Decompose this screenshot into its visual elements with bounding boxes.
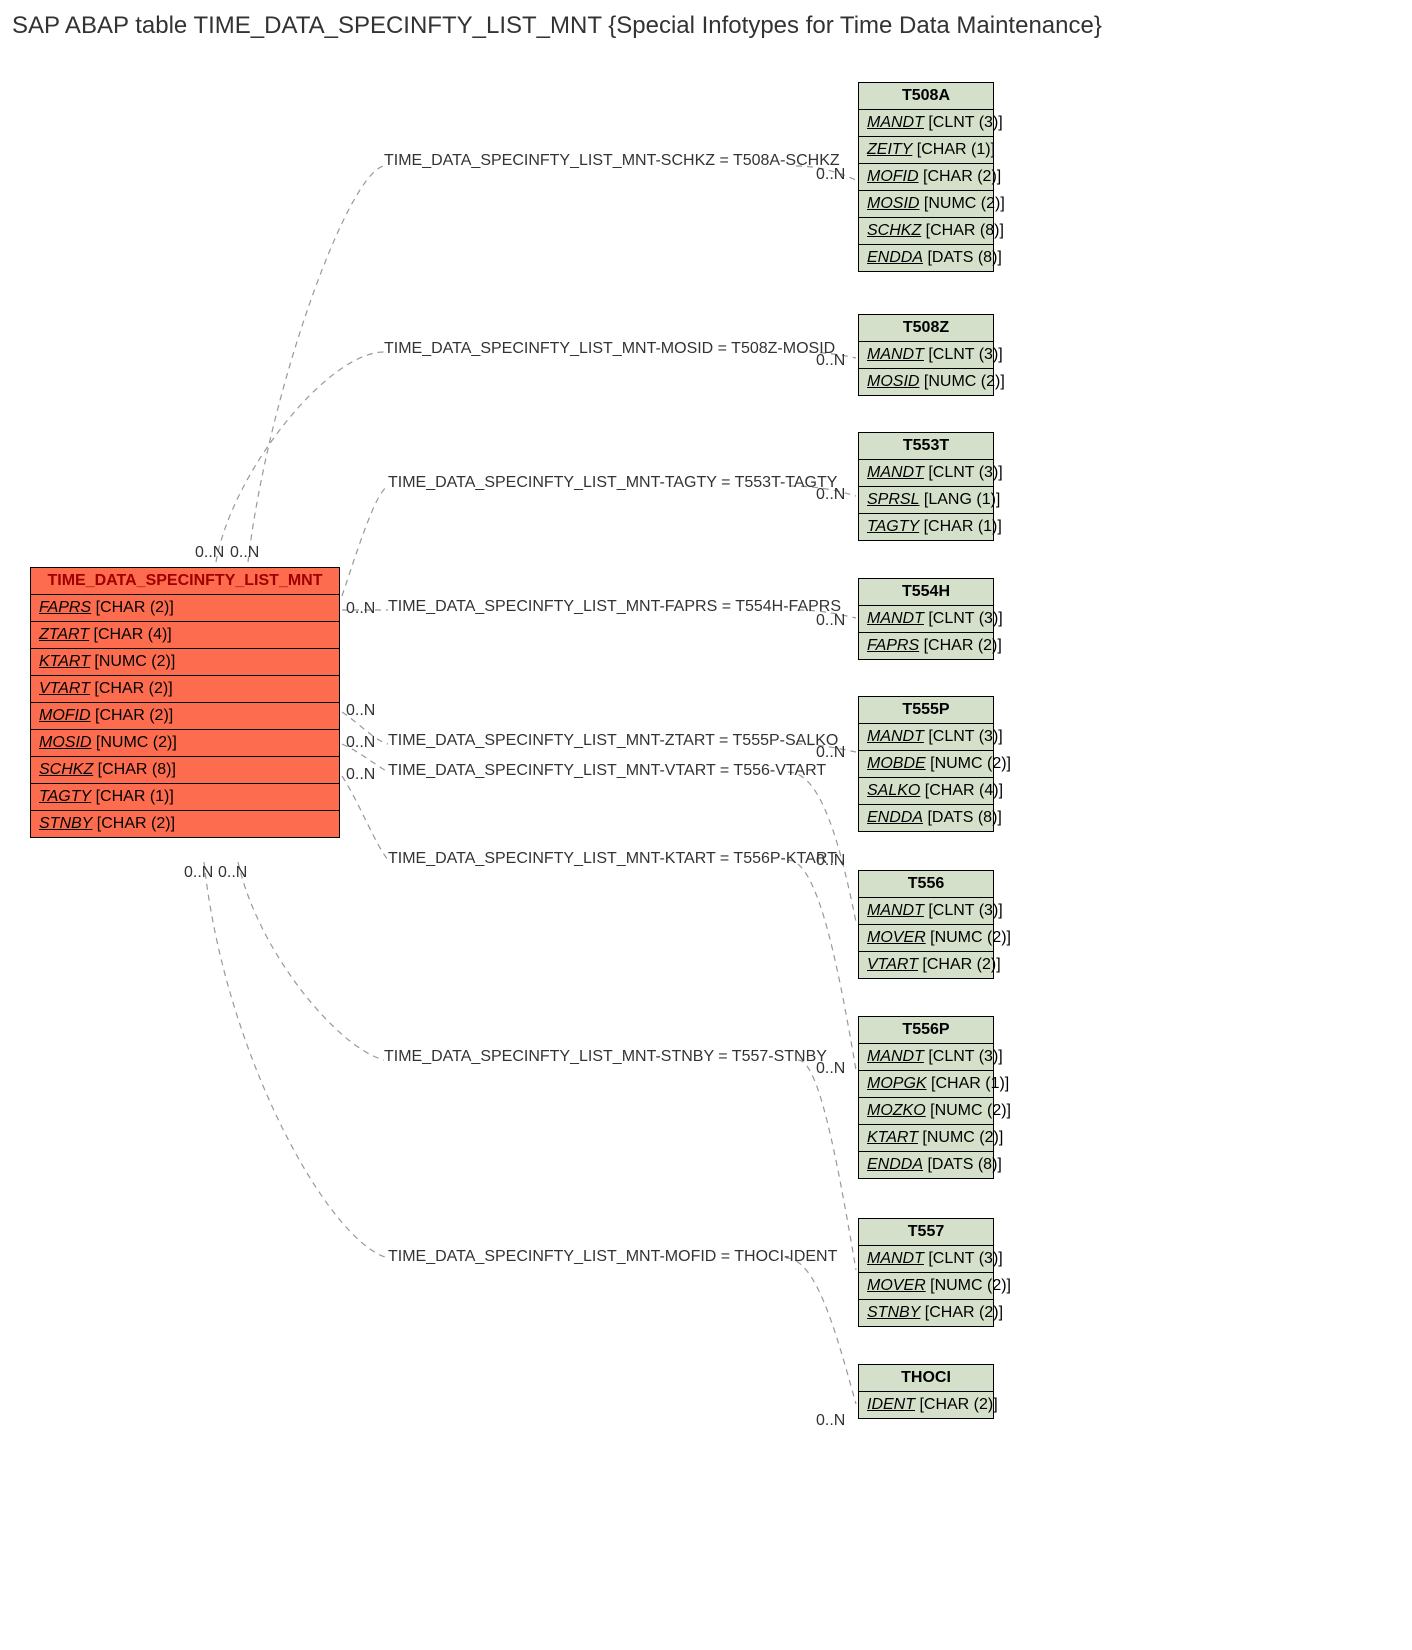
related-table-header: T554H bbox=[859, 579, 993, 606]
edge-label: TIME_DATA_SPECINFTY_LIST_MNT-MOFID = THO… bbox=[388, 1248, 837, 1266]
table-field: MANDT [CLNT (3)] bbox=[859, 724, 993, 751]
related-table-header: THOCI bbox=[859, 1365, 993, 1392]
cardinality-label: 0..N bbox=[346, 766, 375, 784]
page-title: SAP ABAP table TIME_DATA_SPECINFTY_LIST_… bbox=[12, 12, 1404, 40]
table-field: MOPGK [CHAR (1)] bbox=[859, 1071, 993, 1098]
cardinality-label: 0..N bbox=[346, 702, 375, 720]
table-field: MANDT [CLNT (3)] bbox=[859, 606, 993, 633]
table-field: MOFID [CHAR (2)] bbox=[859, 164, 993, 191]
table-field: MOSID [NUMC (2)] bbox=[31, 730, 339, 757]
table-field: STNBY [CHAR (2)] bbox=[31, 811, 339, 837]
related-table-t553t: T553TMANDT [CLNT (3)]SPRSL [LANG (1)]TAG… bbox=[858, 432, 994, 541]
related-table-t555p: T555PMANDT [CLNT (3)]MOBDE [NUMC (2)]SAL… bbox=[858, 696, 994, 832]
cardinality-label: 0..N bbox=[195, 544, 224, 562]
cardinality-label: 0..N bbox=[230, 544, 259, 562]
table-field: KTART [NUMC (2)] bbox=[859, 1125, 993, 1152]
cardinality-label: 0..N bbox=[816, 612, 845, 630]
table-field: ENDDA [DATS (8)] bbox=[859, 245, 993, 271]
table-field: MOBDE [NUMC (2)] bbox=[859, 751, 993, 778]
related-table-t556: T556MANDT [CLNT (3)]MOVER [NUMC (2)]VTAR… bbox=[858, 870, 994, 979]
table-field: SCHKZ [CHAR (8)] bbox=[859, 218, 993, 245]
edge-label: TIME_DATA_SPECINFTY_LIST_MNT-MOSID = T50… bbox=[384, 340, 835, 358]
related-table-thoci: THOCIIDENT [CHAR (2)] bbox=[858, 1364, 994, 1419]
edge-label: TIME_DATA_SPECINFTY_LIST_MNT-STNBY = T55… bbox=[384, 1048, 827, 1066]
table-field: MANDT [CLNT (3)] bbox=[859, 460, 993, 487]
table-field: ZEITY [CHAR (1)] bbox=[859, 137, 993, 164]
table-field: FAPRS [CHAR (2)] bbox=[31, 595, 339, 622]
table-field: SALKO [CHAR (4)] bbox=[859, 778, 993, 805]
table-field: STNBY [CHAR (2)] bbox=[859, 1300, 993, 1326]
related-table-t556p: T556PMANDT [CLNT (3)]MOPGK [CHAR (1)]MOZ… bbox=[858, 1016, 994, 1179]
related-table-header: T556 bbox=[859, 871, 993, 898]
cardinality-label: 0..N bbox=[816, 1412, 845, 1430]
related-table-header: T556P bbox=[859, 1017, 993, 1044]
related-table-header: T557 bbox=[859, 1219, 993, 1246]
table-field: ENDDA [DATS (8)] bbox=[859, 805, 993, 831]
table-field: SPRSL [LANG (1)] bbox=[859, 487, 993, 514]
table-field: MANDT [CLNT (3)] bbox=[859, 342, 993, 369]
table-field: MANDT [CLNT (3)] bbox=[859, 1044, 993, 1071]
edge-label: TIME_DATA_SPECINFTY_LIST_MNT-TAGTY = T55… bbox=[388, 474, 837, 492]
cardinality-label: 0..N bbox=[816, 1060, 845, 1078]
diagram-canvas: TIME_DATA_SPECINFTY_LIST_MNTFAPRS [CHAR … bbox=[8, 52, 1404, 1642]
edges-layer bbox=[8, 52, 1404, 1642]
related-table-header: T508Z bbox=[859, 315, 993, 342]
related-table-header: T508A bbox=[859, 83, 993, 110]
related-table-t508z: T508ZMANDT [CLNT (3)]MOSID [NUMC (2)] bbox=[858, 314, 994, 396]
table-field: MOZKO [NUMC (2)] bbox=[859, 1098, 993, 1125]
cardinality-label: 0..N bbox=[816, 352, 845, 370]
main-table: TIME_DATA_SPECINFTY_LIST_MNTFAPRS [CHAR … bbox=[30, 567, 340, 838]
table-field: MANDT [CLNT (3)] bbox=[859, 1246, 993, 1273]
table-field: MOSID [NUMC (2)] bbox=[859, 369, 993, 395]
cardinality-label: 0..N bbox=[816, 744, 845, 762]
related-table-header: T553T bbox=[859, 433, 993, 460]
table-field: VTART [CHAR (2)] bbox=[859, 952, 993, 978]
cardinality-label: 0..N bbox=[218, 864, 247, 882]
table-field: MANDT [CLNT (3)] bbox=[859, 110, 993, 137]
related-table-header: T555P bbox=[859, 697, 993, 724]
cardinality-label: 0..N bbox=[346, 734, 375, 752]
main-table-header: TIME_DATA_SPECINFTY_LIST_MNT bbox=[31, 568, 339, 595]
table-field: IDENT [CHAR (2)] bbox=[859, 1392, 993, 1418]
table-field: TAGTY [CHAR (1)] bbox=[31, 784, 339, 811]
related-table-t554h: T554HMANDT [CLNT (3)]FAPRS [CHAR (2)] bbox=[858, 578, 994, 660]
cardinality-label: 0..N bbox=[816, 166, 845, 184]
table-field: TAGTY [CHAR (1)] bbox=[859, 514, 993, 540]
cardinality-label: 0..N bbox=[816, 486, 845, 504]
table-field: MOVER [NUMC (2)] bbox=[859, 1273, 993, 1300]
table-field: KTART [NUMC (2)] bbox=[31, 649, 339, 676]
edge-label: TIME_DATA_SPECINFTY_LIST_MNT-SCHKZ = T50… bbox=[384, 152, 840, 170]
cardinality-label: 0..N bbox=[184, 864, 213, 882]
edge-label: TIME_DATA_SPECINFTY_LIST_MNT-KTART = T55… bbox=[388, 850, 837, 868]
cardinality-label: 0..N bbox=[816, 852, 845, 870]
table-field: SCHKZ [CHAR (8)] bbox=[31, 757, 339, 784]
related-table-t508a: T508AMANDT [CLNT (3)]ZEITY [CHAR (1)]MOF… bbox=[858, 82, 994, 272]
edge-label: TIME_DATA_SPECINFTY_LIST_MNT-FAPRS = T55… bbox=[388, 598, 841, 616]
table-field: ZTART [CHAR (4)] bbox=[31, 622, 339, 649]
table-field: MANDT [CLNT (3)] bbox=[859, 898, 993, 925]
table-field: MOVER [NUMC (2)] bbox=[859, 925, 993, 952]
table-field: ENDDA [DATS (8)] bbox=[859, 1152, 993, 1178]
table-field: FAPRS [CHAR (2)] bbox=[859, 633, 993, 659]
related-table-t557: T557MANDT [CLNT (3)]MOVER [NUMC (2)]STNB… bbox=[858, 1218, 994, 1327]
edge-label: TIME_DATA_SPECINFTY_LIST_MNT-VTART = T55… bbox=[388, 762, 826, 780]
table-field: VTART [CHAR (2)] bbox=[31, 676, 339, 703]
table-field: MOSID [NUMC (2)] bbox=[859, 191, 993, 218]
table-field: MOFID [CHAR (2)] bbox=[31, 703, 339, 730]
edge-label: TIME_DATA_SPECINFTY_LIST_MNT-ZTART = T55… bbox=[388, 732, 838, 750]
cardinality-label: 0..N bbox=[346, 600, 375, 618]
